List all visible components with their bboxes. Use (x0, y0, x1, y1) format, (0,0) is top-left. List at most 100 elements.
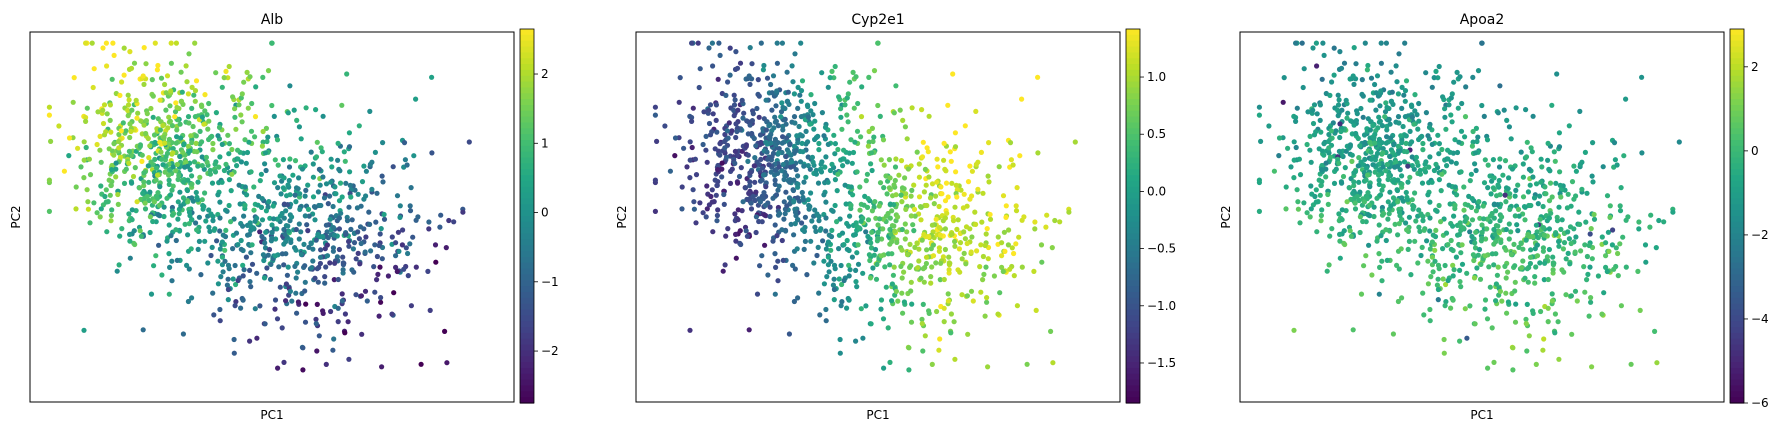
scatter-point (1493, 298, 1499, 304)
scatter-point (1402, 40, 1408, 46)
scatter-point (1586, 242, 1592, 249)
scatter-point (1588, 226, 1594, 232)
scatter-point (100, 45, 106, 51)
scatter-point (962, 123, 968, 129)
scatter-point (1588, 295, 1594, 301)
scatter-point (98, 159, 104, 165)
scatter-point (823, 228, 829, 234)
scatter-point (263, 229, 269, 235)
scatter-point (662, 123, 668, 129)
scatter-point (1441, 336, 1447, 343)
scatter-point (697, 200, 703, 206)
scatter-point (1496, 164, 1503, 170)
colorbar-segment (520, 286, 534, 293)
scatter-point (217, 215, 223, 221)
scatter-point (1396, 51, 1402, 57)
scatter-point (1409, 154, 1415, 160)
scatter-point (1033, 307, 1039, 313)
scatter-point (1582, 242, 1588, 248)
scatter-point (1373, 154, 1379, 160)
scatter-point (1014, 303, 1021, 309)
scatter-point (834, 219, 840, 225)
scatter-point (215, 133, 221, 139)
colorbar-segment (520, 116, 534, 124)
scatter-point (195, 179, 201, 185)
scatter-point (296, 124, 302, 130)
scatter-points (46, 40, 472, 373)
scatter-point (286, 228, 292, 234)
scatter-point (261, 257, 267, 264)
scatter-point (336, 215, 342, 221)
scatter-point (911, 182, 917, 188)
scatter-point (94, 210, 100, 216)
scatter-point (1406, 238, 1412, 244)
scatter-point (376, 242, 382, 249)
scatter-point (1533, 181, 1540, 187)
scatter-point (113, 166, 119, 172)
scatter-point (166, 172, 172, 178)
colorbar-tick-label: 0.0 (1147, 184, 1166, 198)
scatter-point (1524, 266, 1530, 272)
scatter-point (1256, 177, 1262, 183)
scatter-point (144, 111, 150, 117)
scatter-point (186, 209, 193, 215)
scatter-point (213, 70, 219, 76)
scatter-point (172, 109, 179, 115)
scatter-point (244, 192, 250, 198)
scatter-point (1432, 258, 1438, 264)
scatter-point (1576, 209, 1582, 215)
colorbar-segment (520, 75, 534, 83)
scatter-point (773, 118, 780, 124)
scatter-point (393, 264, 399, 270)
scatter-point (1003, 214, 1009, 220)
scatter-point (263, 167, 269, 174)
scatter-point (209, 180, 216, 186)
scatter-point (1416, 118, 1422, 124)
scatter-point (895, 298, 901, 304)
scatter-point (1471, 257, 1477, 264)
scatter-point (839, 299, 845, 305)
scatter-point (853, 74, 859, 80)
scatter-point (709, 199, 715, 205)
scatter-point (760, 67, 767, 73)
scatter-point (825, 141, 831, 147)
scatter-point (928, 246, 934, 252)
scatter-point (736, 173, 743, 180)
scatter-point (178, 69, 184, 75)
scatter-point (102, 193, 108, 200)
scatter-point (941, 305, 947, 311)
scatter-point (951, 319, 957, 325)
colorbar-frame (1729, 28, 1745, 404)
scatter-point (1604, 193, 1611, 199)
scatter-point (143, 61, 149, 67)
scatter-point (313, 154, 320, 160)
scatter-point (1538, 156, 1544, 162)
scatter-point (299, 166, 305, 172)
scatter-point (97, 214, 103, 220)
scatter-point (305, 206, 312, 212)
scatter-point (1281, 75, 1287, 81)
scatter-point (1484, 226, 1490, 232)
scatter-point (1368, 75, 1375, 81)
scatter-point (772, 222, 778, 228)
colorbar-tick-label: −2 (1751, 228, 1769, 242)
scatter-point (117, 154, 124, 160)
scatter-point (898, 158, 905, 164)
scatter-point (1035, 150, 1041, 156)
scatter-point (111, 152, 117, 158)
scatter-point (1415, 260, 1421, 266)
scatter-point (1467, 178, 1473, 184)
scatter-point (1399, 295, 1405, 301)
scatter-point (153, 253, 159, 259)
scatter-point (1417, 228, 1423, 234)
scatter-point (1540, 245, 1546, 251)
chart-title: Apoa2 (1460, 12, 1505, 28)
scatter-point (846, 273, 852, 279)
scatter-point (832, 177, 839, 183)
scatter-point (727, 45, 733, 51)
scatter-point (769, 154, 775, 160)
scatter-point (1464, 335, 1470, 341)
scatter-point (1379, 187, 1385, 193)
scatter-point (1352, 200, 1358, 206)
scatter-point (757, 132, 764, 138)
